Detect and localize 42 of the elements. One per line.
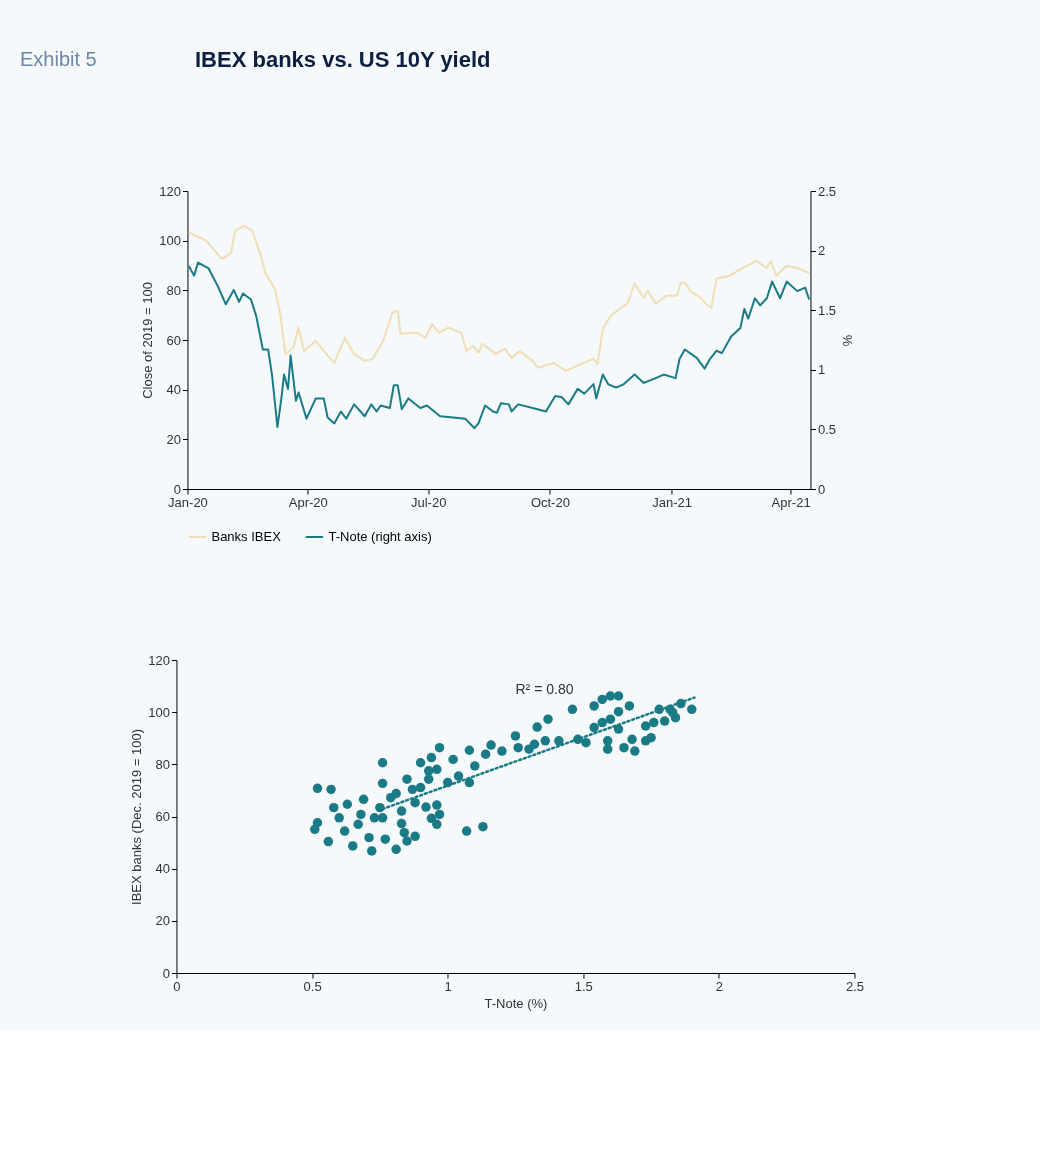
x-tick-label: 2 bbox=[715, 978, 723, 994]
x-tick-label: Apr-20 bbox=[288, 494, 328, 510]
line-series bbox=[187, 224, 811, 372]
x-tick-label: Apr-21 bbox=[771, 494, 811, 510]
y-tick-label: 20 bbox=[155, 913, 170, 929]
y-tick-label: 80 bbox=[166, 282, 181, 298]
x-tick-label: 1 bbox=[444, 978, 452, 994]
x-tick-label: 2.5 bbox=[845, 978, 865, 994]
y-tick-label: 60 bbox=[166, 332, 181, 348]
text: Exhibit 5 bbox=[20, 48, 97, 70]
x-tick-label: Jul-20 bbox=[410, 494, 447, 510]
y2-tick-label: 0.5 bbox=[817, 421, 837, 437]
y2-axis-title: % bbox=[840, 334, 856, 347]
y2-tick-label: 1.5 bbox=[817, 302, 837, 318]
y-tick-label: 120 bbox=[159, 183, 181, 199]
annotation: R² = 0.80 bbox=[515, 681, 574, 697]
y-tick-label: 80 bbox=[155, 756, 170, 772]
y-tick-label: 40 bbox=[166, 382, 181, 398]
y-tick-label: 20 bbox=[166, 431, 181, 447]
x-tick-label: 1.5 bbox=[574, 978, 593, 994]
chart-title: IBEX banks vs. US 10Y yield bbox=[195, 47, 491, 72]
y-axis-title: Close of 2019 = 100 bbox=[140, 282, 156, 399]
y2-tick-label: 1 bbox=[817, 362, 826, 378]
y-tick-label: 120 bbox=[148, 652, 170, 668]
legend-label: Banks IBEX bbox=[211, 529, 282, 544]
x-tick-label: Jan-20 bbox=[168, 494, 208, 510]
y2-tick-label: 0 bbox=[817, 481, 826, 497]
y2-tick-label: 2.5 bbox=[817, 183, 837, 199]
line-series bbox=[187, 261, 811, 430]
y-tick-label: 0 bbox=[162, 965, 170, 981]
legend-label: T-Note (right axis) bbox=[328, 529, 432, 544]
y-tick-label: 100 bbox=[159, 233, 181, 249]
x-tick-label: Oct-20 bbox=[530, 494, 570, 510]
y-axis-title: IBEX banks (Dec. 2019 = 100) bbox=[129, 729, 145, 905]
x-tick-label: 0.5 bbox=[303, 978, 322, 994]
y-tick-label: 40 bbox=[155, 861, 170, 877]
x-tick-label: Jan-21 bbox=[652, 494, 692, 510]
y-tick-label: 100 bbox=[148, 704, 170, 720]
x-axis-title: T-Note (%) bbox=[484, 995, 548, 1011]
y2-tick-label: 2 bbox=[817, 243, 826, 259]
y-tick-label: 0 bbox=[173, 481, 181, 497]
y-tick-label: 60 bbox=[155, 809, 170, 824]
